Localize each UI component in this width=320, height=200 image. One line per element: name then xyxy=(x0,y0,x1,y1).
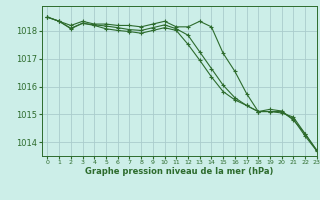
X-axis label: Graphe pression niveau de la mer (hPa): Graphe pression niveau de la mer (hPa) xyxy=(85,167,273,176)
